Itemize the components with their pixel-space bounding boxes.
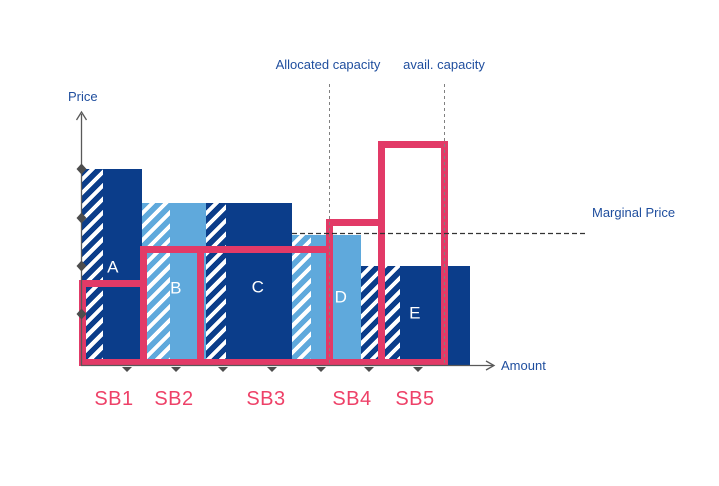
bar-sb3-letter-label: C <box>251 277 265 297</box>
bar-sb4-letter-label: D <box>334 287 348 307</box>
bar-sb1-letter-label: A <box>107 257 119 277</box>
bar-sb3-solid-segment <box>226 203 292 365</box>
bar-sb2-hatched-segment <box>142 203 170 365</box>
bar-sb5-letter-label: E <box>409 303 421 323</box>
bar-sb1-hatched-segment <box>82 169 103 365</box>
bar-sb2-letter-label: B <box>170 278 182 298</box>
allocated-outline-sb3 <box>196 245 333 366</box>
allocated-outline-sb1 <box>78 279 147 366</box>
allocated-outline-sb2 <box>139 245 204 366</box>
bar-sb4-hatched-segment <box>292 235 311 365</box>
allocated-outline-sb4 <box>325 218 385 366</box>
bar-sb5-solid-segment <box>400 266 470 365</box>
bar-sb4-solid-segment <box>311 235 361 365</box>
bar-sb1-solid-segment <box>103 169 142 365</box>
allocated-outline-sb5 <box>377 140 448 366</box>
bar-sb3-hatched-segment <box>206 203 226 365</box>
